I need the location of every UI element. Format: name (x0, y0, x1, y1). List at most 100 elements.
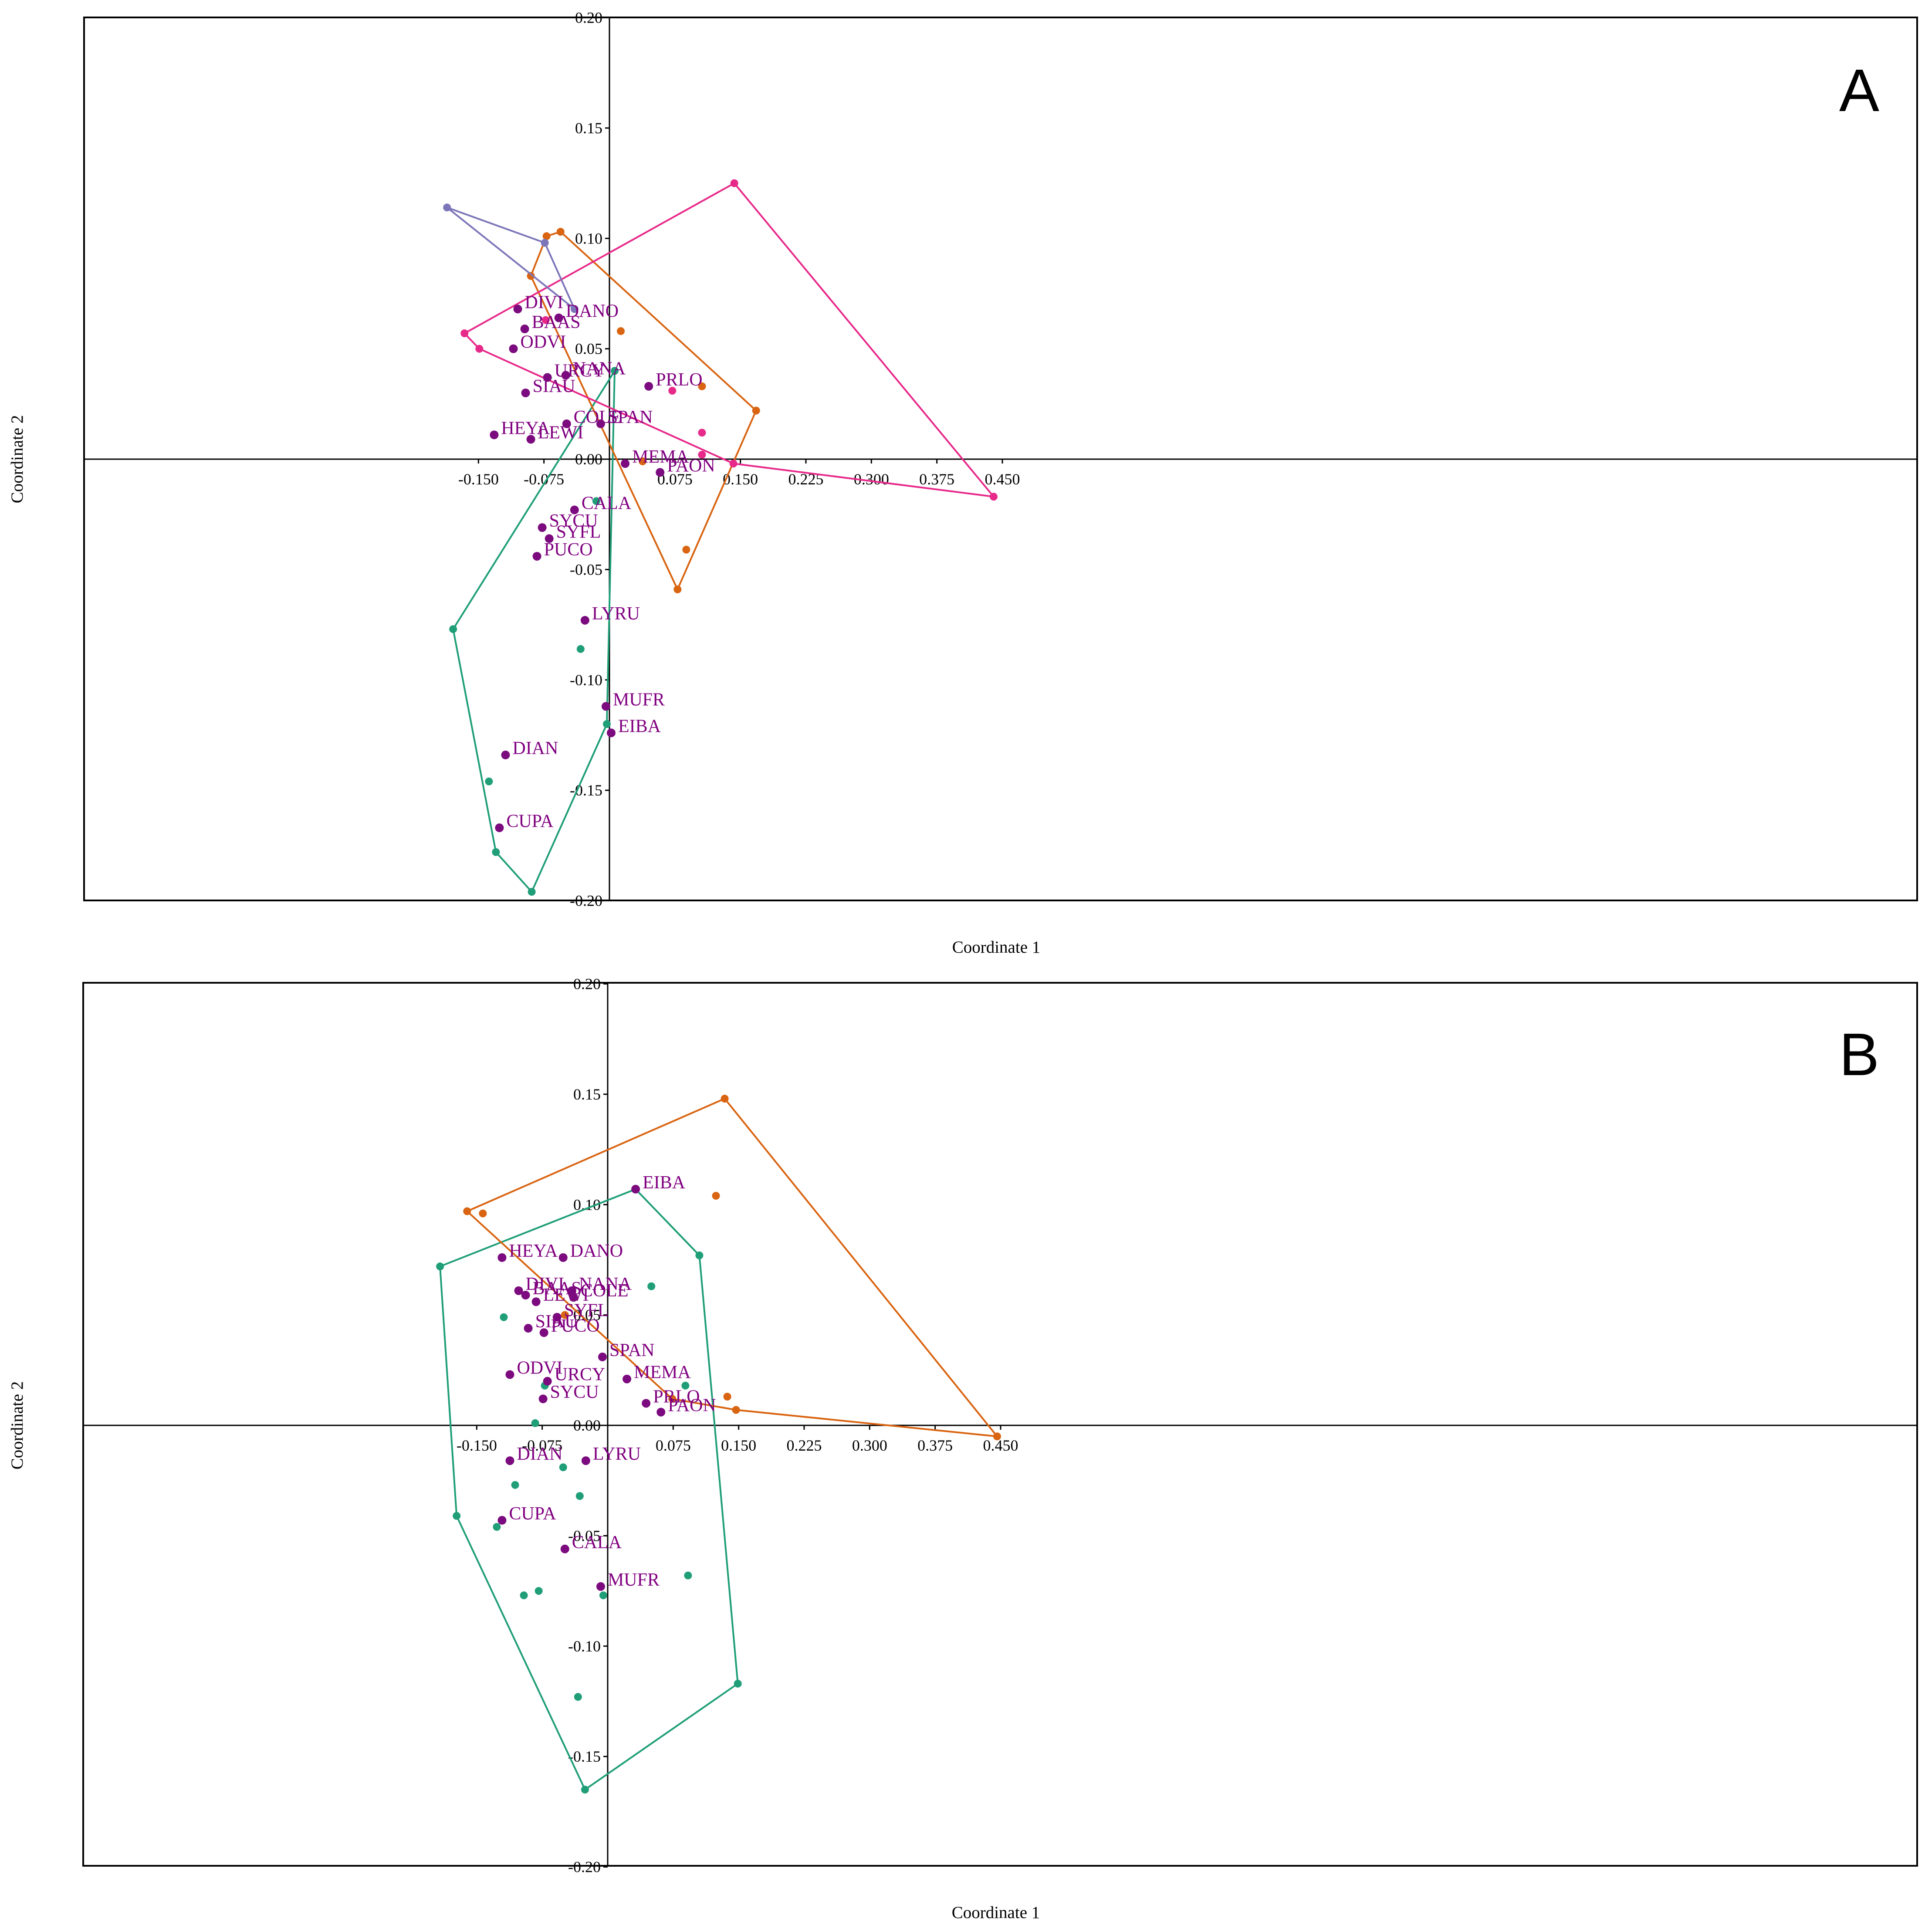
panel-b-point-orange (561, 1311, 569, 1319)
panel-b-y-tick-label: -0.05 (568, 1527, 601, 1544)
panel-a-species-label-mufr: MUFR (613, 690, 665, 710)
panel-b-point-green (453, 1512, 461, 1520)
panel-a-point-pink (730, 179, 738, 187)
panel-b-species-label-dano: DANO (570, 1241, 623, 1261)
panel-a-series-orange (527, 228, 760, 593)
panel-b-species-label-cole: COLE (581, 1281, 629, 1301)
panel-a-y-tick-label: 0.20 (575, 9, 602, 27)
panel-b-point-orange (723, 1393, 731, 1401)
panel-a-species-point-dano (554, 313, 563, 322)
panel-a-point-orange (527, 272, 535, 280)
panel-b-species-label-urcy: URCY (555, 1365, 606, 1385)
panel-b-species-point-divi (514, 1286, 523, 1295)
panel-a-x-tick-label: -0.150 (458, 470, 499, 488)
panel-a-species-point-mema (621, 459, 630, 468)
panel-b-x-axis-title: Coordinate 1 (952, 1903, 1040, 1922)
panel-a-species-label-syfl: SYFL (556, 522, 601, 542)
panel-b-hull-orange (466, 1098, 998, 1438)
panel-b-species-label-mema: MEMA (634, 1363, 691, 1383)
panel-a-species-label-eiba: EIBA (618, 716, 661, 736)
panel-a-series-lavender (443, 203, 579, 313)
panel-b-species-point-siau (524, 1324, 533, 1333)
panel-b-species-point-mema (622, 1374, 632, 1384)
panel-a-y-tick-label: 0.05 (575, 340, 602, 358)
panel-a-point-green (485, 777, 493, 785)
panel-a-point-green (528, 888, 536, 896)
panel-a-species-points: DIVIBAASODVIDANOURCYNANASIAUHEYALEWICOLE… (490, 292, 715, 832)
panel-b-x-tick-label: 0.075 (656, 1437, 691, 1454)
panel-b-species-label-syfl: SYFL (564, 1301, 609, 1321)
panel-a-point-orange (673, 585, 682, 593)
panel-a-point-pink (460, 329, 469, 338)
panel-a-point-pink (989, 493, 998, 501)
panel-a-x-axis-title: Coordinate 1 (952, 938, 1041, 957)
panel-a-species-point-paon (656, 468, 665, 477)
panel-a-point-pink (698, 450, 706, 459)
panel-a-point-green (592, 497, 600, 505)
panel-b-y-tick-label: 0.20 (573, 975, 601, 993)
panel-a-series-pink (460, 179, 998, 501)
panel-b-species-point-heya (497, 1253, 507, 1262)
panel-a-species-point-heya (490, 430, 499, 440)
panel-b-species-point-dian (505, 1456, 514, 1465)
panel-a-y-tick-label: -0.10 (570, 671, 602, 689)
panel-a-species-label-cupa: CUPA (506, 811, 554, 831)
panel-b-series-orange (463, 1095, 1001, 1441)
panel-a-species-point-mufr (601, 702, 610, 711)
panel-b-letter: B (1839, 1021, 1879, 1088)
panel-a-point-orange (639, 457, 647, 466)
panel-b-point-green (436, 1262, 444, 1271)
panel-b-point-orange (668, 1395, 677, 1403)
panel-b-point-green (535, 1587, 543, 1595)
panel-a-point-pink (541, 316, 550, 324)
panel-b-x-tick-label: -0.150 (457, 1437, 497, 1454)
panel-a-species-point-sycu (538, 523, 547, 532)
panel-b-species-label-cupa: CUPA (509, 1504, 556, 1524)
panel-b-species-point-lewi (531, 1297, 541, 1306)
panel-a-species-point-syfl (545, 534, 554, 543)
panel-a-species-label-lyru: LYRU (592, 604, 640, 624)
panel-b-x-tick-label: 0.375 (917, 1437, 953, 1454)
panel-b-species-point-syfl (552, 1313, 562, 1322)
panel-b-species-point-span (598, 1352, 607, 1361)
panel-b-species-label-odvi: ODVI (517, 1358, 563, 1378)
panel-b-point-green (599, 1591, 607, 1600)
panel-b-point-green (695, 1251, 704, 1259)
panel-a-species-label-puco: PUCO (544, 540, 593, 560)
panel-a-point-lavender (541, 239, 549, 247)
panel-b-point-green (575, 1492, 584, 1500)
panel-a-hull-lavender (446, 206, 575, 310)
panel-b-frame (82, 982, 1918, 1867)
panel-a-point-green (449, 625, 457, 633)
panel-b-point-green (511, 1481, 519, 1489)
panel-a-species-label-nana: NANA (573, 359, 626, 379)
panel-b-point-orange (993, 1432, 1001, 1441)
panel-b-point-green (684, 1571, 692, 1580)
panel-b-species-point-cupa (497, 1516, 507, 1525)
panel-a-point-orange (617, 327, 625, 335)
panel-b-species-point-sycu (538, 1394, 548, 1404)
panel-a-hull-green (452, 370, 616, 893)
panel-b-species-point-prlo (642, 1399, 651, 1408)
panel-b-species-label-prlo: PRLO (653, 1387, 700, 1407)
panel-b-y-tick-label: -0.10 (568, 1638, 601, 1655)
panel-a-species-point-prlo (644, 382, 653, 391)
panel-b-point-orange (712, 1191, 720, 1200)
panel-a: -0.150 -0.075 0.075 0.150 0.225 0.300 0.375 0.4… (8, 9, 1918, 957)
panel-b-species-point-eiba (631, 1184, 640, 1194)
panel-a-species-point-odvi (509, 344, 518, 353)
panel-a-point-orange (542, 232, 551, 240)
panel-a-point-pink (475, 345, 484, 353)
panel-a-species-label-dano: DANO (566, 301, 619, 321)
panel-a-species-label-dian: DIAN (512, 738, 558, 758)
panel-b-x-tick-label: 0.450 (983, 1437, 1018, 1454)
panel-a-point-green (611, 367, 619, 375)
panel-b-x-tick-label: 0.225 (787, 1437, 822, 1454)
panel-b-point-green (500, 1313, 508, 1321)
panel-a-point-green (602, 720, 611, 728)
panel-b-species-label-puco: PUCO (551, 1316, 600, 1336)
panel-b-species-label-siau: SIAU (535, 1312, 578, 1332)
